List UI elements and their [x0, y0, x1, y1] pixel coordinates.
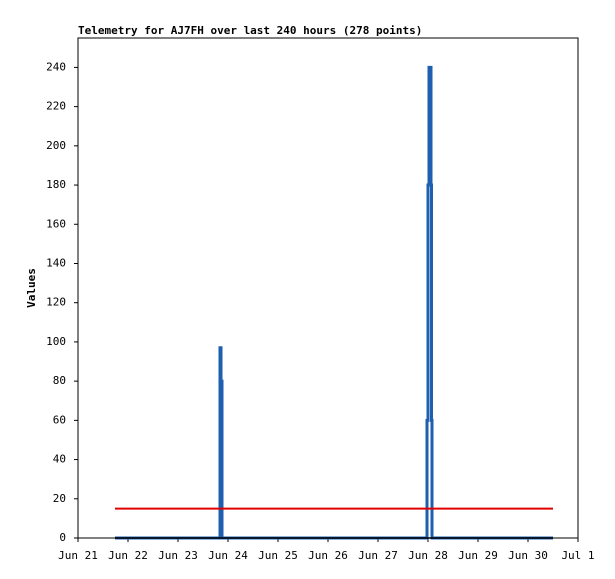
- x-tick-label: Jul 1: [561, 549, 594, 562]
- x-tick-label: Jun 23: [158, 549, 198, 562]
- x-tick-label: Jun 27: [358, 549, 398, 562]
- y-tick-label: 60: [53, 413, 66, 426]
- x-tick-label: Jun 28: [408, 549, 448, 562]
- y-tick-label: 20: [53, 492, 66, 505]
- x-tick-label: Jun 25: [258, 549, 298, 562]
- y-tick-label: 40: [53, 453, 66, 466]
- y-tick-label: 80: [53, 374, 66, 387]
- y-tick-label: 220: [46, 100, 66, 113]
- y-tick-label: 120: [46, 296, 66, 309]
- y-tick-label: 200: [46, 139, 66, 152]
- x-tick-label: Jun 26: [308, 549, 348, 562]
- x-tick-label: Jun 21: [58, 549, 98, 562]
- x-tick-label: Jun 24: [208, 549, 248, 562]
- x-tick-label: Jun 22: [108, 549, 148, 562]
- y-tick-label: 0: [59, 531, 66, 544]
- y-tick-label: 140: [46, 256, 66, 269]
- x-tick-label: Jun 29: [458, 549, 498, 562]
- chart-title: Telemetry for AJ7FH over last 240 hours …: [78, 24, 422, 37]
- y-axis-label: Values: [25, 268, 38, 308]
- y-tick-label: 240: [46, 60, 66, 73]
- y-tick-label: 100: [46, 335, 66, 348]
- x-tick-label: Jun 30: [508, 549, 548, 562]
- series-line: [115, 65, 553, 540]
- y-tick-label: 180: [46, 178, 66, 191]
- y-tick-label: 160: [46, 217, 66, 230]
